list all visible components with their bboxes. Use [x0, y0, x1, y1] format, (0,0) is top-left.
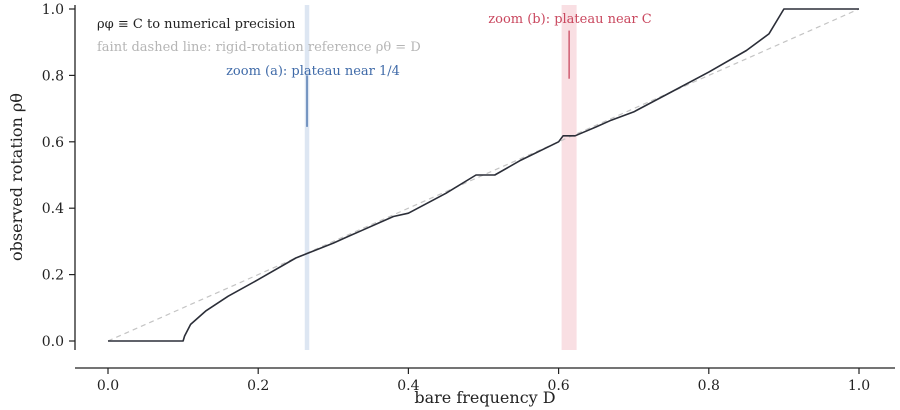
rotation-curve	[108, 8, 859, 342]
y-tick-label: 0.0	[42, 334, 64, 350]
y-ticks: 0.0 0.2 0.4 0.6 0.8 1.0	[42, 2, 75, 350]
annotation-zoom-b: zoom (b): plateau near C	[488, 12, 652, 27]
zoom-bands	[304, 5, 577, 350]
reference-dashed-line	[107, 8, 860, 342]
y-axis-label-text: observed rotation ρθ	[7, 93, 26, 261]
x-tick-label: 0.2	[247, 378, 269, 394]
zoom-band-b	[561, 5, 577, 350]
note-dashed-reference: faint dashed line: rigid-rotation refere…	[97, 40, 421, 55]
annotation-markers	[306, 30, 570, 127]
x-tick-label: 0.0	[97, 378, 119, 394]
plot-lines	[107, 8, 860, 342]
y-tick-label: 1.0	[42, 2, 64, 18]
x-axis-label: bare frequency D	[414, 388, 555, 407]
axes	[74, 5, 895, 369]
y-tick-label: 0.6	[42, 135, 64, 151]
annotation-zoom-a: zoom (a): plateau near 1/4	[226, 64, 400, 79]
y-tick-label: 0.4	[42, 201, 64, 217]
x-axis-label-text: bare frequency D	[414, 388, 555, 407]
zoom-band-a	[304, 5, 310, 350]
y-axis-label: observed rotation ρθ	[7, 93, 26, 261]
y-tick-label: 0.2	[42, 268, 64, 284]
note-numerical-precision: ρφ ≡ C to numerical precision	[97, 17, 296, 32]
x-tick-label: 0.6	[547, 378, 569, 394]
x-tick-label: 0.8	[698, 378, 720, 394]
x-ticks: 0.0 0.2 0.4 0.6 0.8 1.0	[97, 368, 870, 394]
x-tick-label: 0.4	[397, 378, 419, 394]
y-tick-label: 0.8	[42, 68, 64, 84]
x-tick-label: 1.0	[848, 378, 870, 394]
